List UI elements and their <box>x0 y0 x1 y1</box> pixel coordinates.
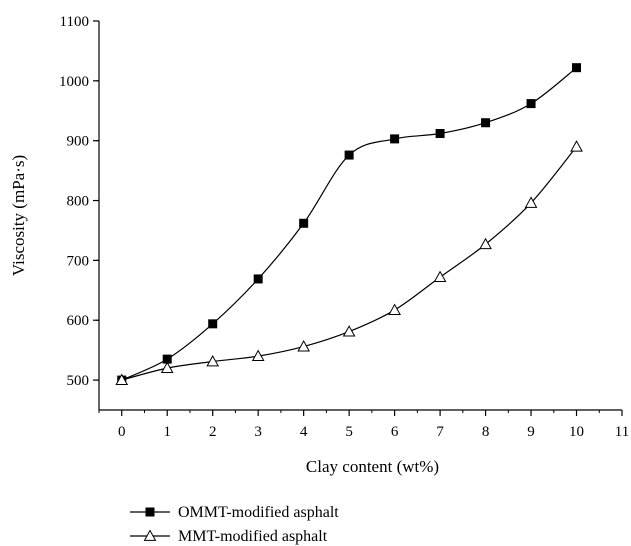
x-tick-label: 2 <box>209 424 217 440</box>
data-point <box>115 373 129 385</box>
legend-label: MMT-modified asphalt <box>178 528 328 545</box>
data-point <box>572 63 582 73</box>
y-ticks: 500 600 700 800 900 1000 1100 <box>59 14 99 389</box>
data-point <box>206 354 220 367</box>
data-point <box>481 118 491 128</box>
x-tick-label: 10 <box>569 424 584 440</box>
x-tick-label: 9 <box>527 424 535 440</box>
y-tick-label: 1000 <box>59 74 89 90</box>
data-point <box>479 237 492 250</box>
data-point <box>251 349 265 362</box>
x-tick-label: 3 <box>254 424 262 440</box>
x-tick-label: 1 <box>163 424 171 440</box>
data-point <box>160 361 174 374</box>
axes <box>98 21 622 411</box>
x-tick-label: 6 <box>391 424 399 440</box>
data-point <box>299 218 309 228</box>
data-point <box>524 196 538 208</box>
x-tick-label: 5 <box>345 424 353 440</box>
data-point <box>342 325 356 337</box>
data-point <box>390 134 400 144</box>
x-tick-label: 0 <box>118 424 126 440</box>
legend: OMMT-modified asphalt MMT-modified asphal… <box>130 504 339 545</box>
series-layer <box>115 63 583 385</box>
data-point <box>433 270 447 283</box>
legend-marker <box>145 507 155 517</box>
data-point <box>435 129 445 139</box>
data-point <box>526 99 536 109</box>
y-tick-label: 900 <box>67 134 90 150</box>
y-tick-label: 500 <box>67 373 90 389</box>
x-tick-label: 4 <box>300 424 308 440</box>
legend-label: OMMT-modified asphalt <box>178 504 339 521</box>
y-axis-title: Viscosity (mPa·s) <box>9 155 28 276</box>
legend-marker <box>143 529 157 541</box>
data-point <box>570 140 583 152</box>
y-tick-label: 1100 <box>60 14 89 30</box>
series-mmt <box>115 140 583 385</box>
data-point <box>253 274 263 284</box>
x-tick-label: 8 <box>482 424 490 440</box>
x-tick-label: 7 <box>436 424 444 440</box>
x-ticks: 0 1 2 3 4 5 6 7 8 9 10 11 <box>98 410 629 440</box>
legend-item: OMMT-modified asphalt <box>130 504 339 521</box>
x-axis-title: Clay content (wt%) <box>306 457 439 476</box>
x-tick-label: 11 <box>615 424 629 440</box>
legend-item: MMT-modified asphalt <box>130 528 328 545</box>
y-tick-label: 600 <box>67 313 90 329</box>
y-tick-label: 800 <box>67 194 90 210</box>
data-point <box>162 354 172 364</box>
data-point <box>388 303 401 315</box>
data-point <box>297 340 311 352</box>
series-line <box>121 146 577 381</box>
y-tick-label: 700 <box>67 253 90 269</box>
data-point <box>208 319 218 329</box>
data-point <box>344 150 354 160</box>
